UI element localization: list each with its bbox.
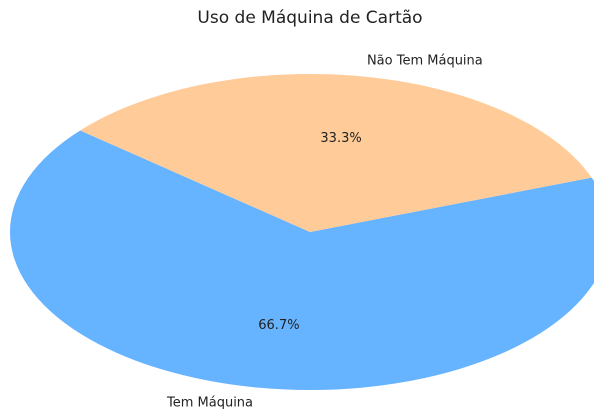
chart-title: Uso de Máquina de Cartão <box>197 8 422 28</box>
percent-label: 33.3% <box>320 131 361 146</box>
pie-slice <box>80 74 592 232</box>
pie-slice <box>10 130 594 390</box>
slice-label: Tem Máquina <box>166 396 253 409</box>
slice-label: Não Tem Máquina <box>367 53 483 68</box>
percent-label: 66.7% <box>258 318 299 333</box>
